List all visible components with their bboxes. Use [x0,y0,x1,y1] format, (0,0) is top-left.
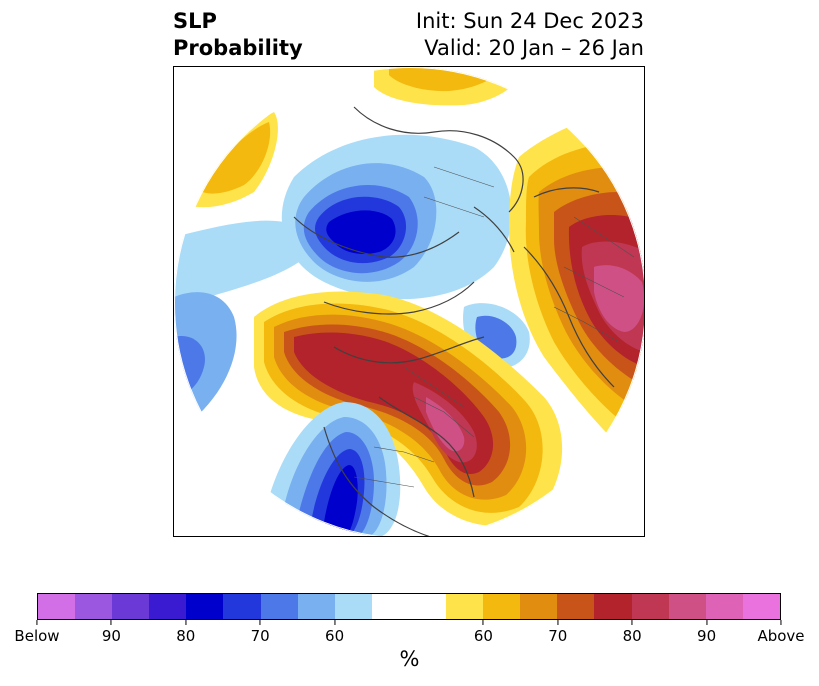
colorbar-swatch [631,594,669,619]
colorbar-tick: 80 [176,620,195,645]
colorbar-tick-label: 70 [250,627,270,645]
colorbar-tick: 70 [251,620,270,645]
colorbar-swatch [594,594,632,619]
colorbar-swatch [334,594,372,619]
colorbar-tick: 70 [548,620,567,645]
colorbar-tick: 80 [623,620,642,645]
colorbar-swatch [149,594,187,619]
colorbar-tick-label: Below [14,627,60,645]
colorbar-tick-label: 60 [325,627,345,645]
colorbar-tick: 60 [474,620,493,645]
chart-title: SLP Probability [173,8,303,62]
title-metric: Probability [173,36,303,60]
probability-shading [174,67,644,536]
colorbar-swatch [223,594,261,619]
polar-map [174,67,644,536]
colorbar-tick-label: 60 [473,627,493,645]
colorbar-tick-label: 90 [101,627,121,645]
colorbar-swatch [371,594,409,619]
colorbar-swatch [297,594,335,619]
coastlines [293,106,615,536]
run-info: Init: Sun 24 Dec 2023 Valid: 20 Jan – 26… [416,8,644,62]
colorbar [37,593,781,620]
colorbar-swatch [75,594,113,619]
colorbar-ticks: Below 90 80 70 60 60 70 80 90 Above [14,620,805,650]
colorbar-unit-label: % [399,647,420,671]
colorbar-tick: 60 [325,620,344,645]
colorbar-swatch [483,594,521,619]
colorbar-tick: 90 [697,620,716,645]
colorbar-swatch [186,594,224,619]
valid-range: Valid: 20 Jan – 26 Jan [424,36,644,60]
colorbar-swatch [705,594,743,619]
colorbar-swatch [557,594,595,619]
colorbar-swatch [742,594,780,619]
title-variable: SLP [173,9,217,33]
colorbar-swatch [38,594,76,619]
colorbar-swatch [446,594,484,619]
country-borders [353,166,635,488]
colorbar-tick-label: 70 [548,627,568,645]
colorbar-tick-label: 80 [622,627,642,645]
colorbar-swatch [112,594,150,619]
colorbar-swatch [668,594,706,619]
colorbar-swatch [520,594,558,619]
map-panel [173,66,645,537]
colorbar-tick-label: 80 [176,627,196,645]
colorbar-tick: Above [757,620,805,645]
colorbar-swatch [260,594,298,619]
colorbar-swatch [408,594,447,619]
map-disc-edge [174,67,644,536]
init-date: Init: Sun 24 Dec 2023 [415,9,644,33]
colorbar-tick: Below [14,620,60,645]
colorbar-tick-label: Above [757,627,805,645]
colorbar-tick-label: 90 [697,627,717,645]
colorbar-tick: 90 [102,620,121,645]
